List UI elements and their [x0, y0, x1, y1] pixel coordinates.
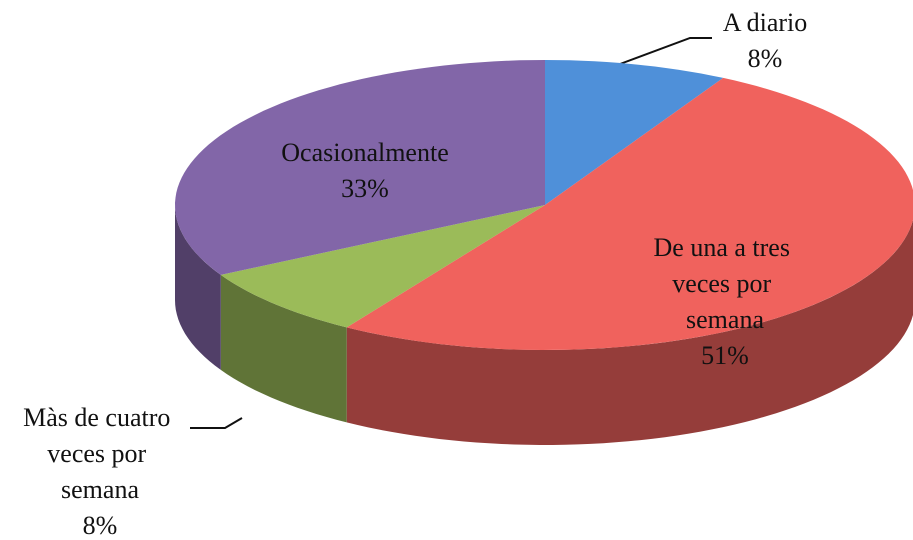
label-line: Màs de cuatro: [23, 403, 177, 432]
slice: [545, 60, 724, 205]
slice-side: [175, 205, 221, 370]
slices: [175, 60, 913, 350]
slice-side: [346, 220, 913, 445]
label-line: Ocasionalmente: [281, 138, 449, 167]
label-line: A diario: [723, 8, 808, 37]
label-line: veces por: [672, 269, 777, 298]
slice-label: De una a tres veces por semana: [654, 233, 797, 334]
slice-label: Ocasionalmente: [281, 138, 449, 167]
slice-label: Màs de cuatro veces por semana: [23, 403, 177, 504]
leader-line: [190, 417, 243, 429]
value-label: 8%: [748, 44, 783, 73]
slice-side: [220, 274, 347, 423]
slice: [175, 60, 545, 275]
label-line: De una a tres: [654, 233, 797, 262]
side-walls: [175, 205, 913, 445]
slice: [220, 205, 546, 328]
label-line: veces por: [47, 439, 152, 468]
label-line: semana: [686, 305, 764, 334]
value-label: 51%: [701, 341, 749, 370]
slice-label: A diario: [723, 8, 808, 37]
value-label: 8%: [83, 511, 118, 540]
leader-line: [619, 37, 712, 65]
value-label: 33%: [341, 174, 389, 203]
label-line: semana: [61, 475, 139, 504]
slice: [346, 77, 913, 350]
